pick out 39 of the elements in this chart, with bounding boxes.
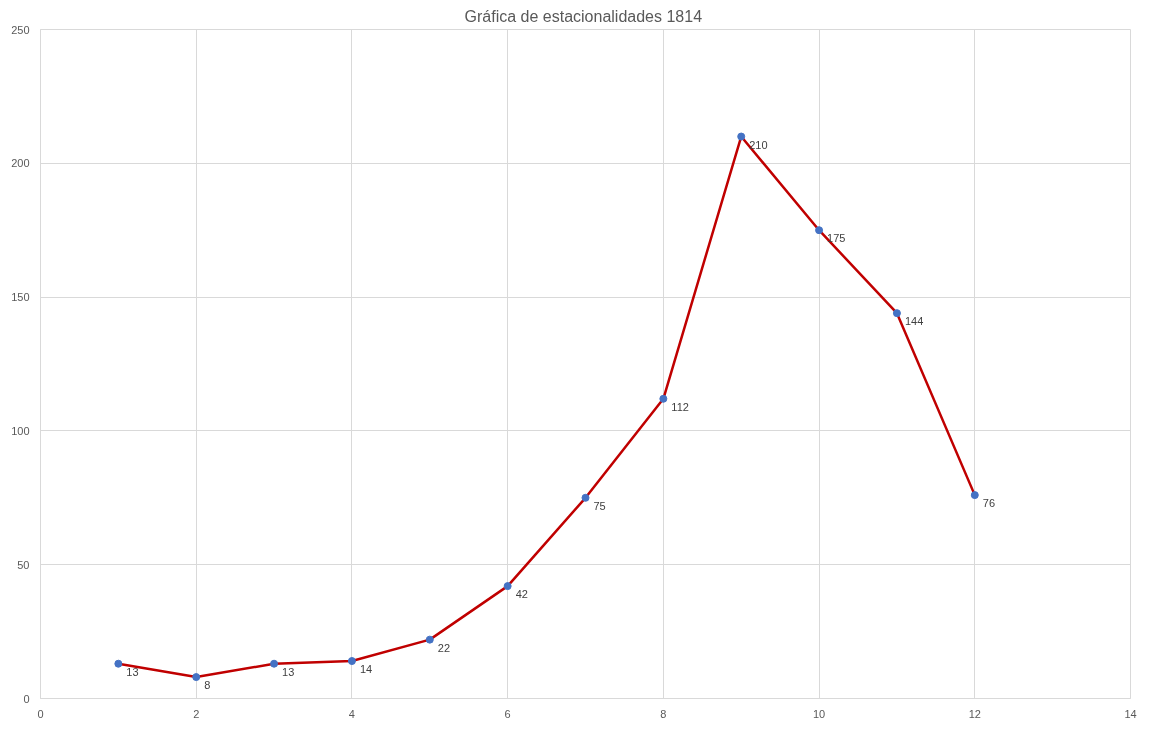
- chart-title: Gráfica de estacionalidades 1814: [464, 7, 703, 25]
- data-label: 22: [437, 641, 451, 654]
- x-tick-label: 10: [812, 707, 826, 720]
- point: [970, 491, 979, 500]
- point: [892, 309, 901, 318]
- point: [425, 635, 434, 644]
- data-label: 75: [593, 499, 606, 512]
- data-label: 112: [671, 400, 689, 413]
- x-tick-label: 12: [968, 707, 981, 720]
- y-tick-label: 0: [23, 692, 30, 705]
- point: [581, 493, 590, 502]
- data-label: 14: [359, 663, 373, 676]
- point: [270, 659, 279, 668]
- data-label: 13: [126, 665, 139, 678]
- data-label: 144: [904, 315, 924, 328]
- data-label: 175: [827, 232, 846, 245]
- data-label: 42: [515, 588, 528, 601]
- x-tick-label: 4: [348, 707, 355, 720]
- point: [114, 659, 123, 668]
- x-tick-label: 2: [193, 707, 200, 720]
- point: [192, 673, 201, 682]
- data-label: 76: [982, 497, 996, 510]
- point: [659, 394, 668, 403]
- y-tick-label: 250: [11, 23, 30, 36]
- point: [737, 132, 746, 141]
- x-tick-label: 6: [504, 707, 511, 720]
- x-tick-label: 8: [660, 707, 667, 720]
- y-tick-label: 100: [11, 424, 30, 437]
- y-tick-label: 50: [17, 558, 30, 571]
- data-label: 210: [749, 138, 768, 151]
- data-label: 13: [282, 665, 295, 678]
- data-label: 8: [204, 679, 211, 692]
- x-tick-label: 14: [1124, 707, 1137, 720]
- x-tick-label: 0: [37, 707, 44, 720]
- point: [347, 657, 356, 666]
- point: [503, 582, 512, 591]
- y-tick-label: 150: [11, 291, 30, 304]
- y-tick-label: 200: [11, 157, 30, 170]
- point: [815, 226, 824, 235]
